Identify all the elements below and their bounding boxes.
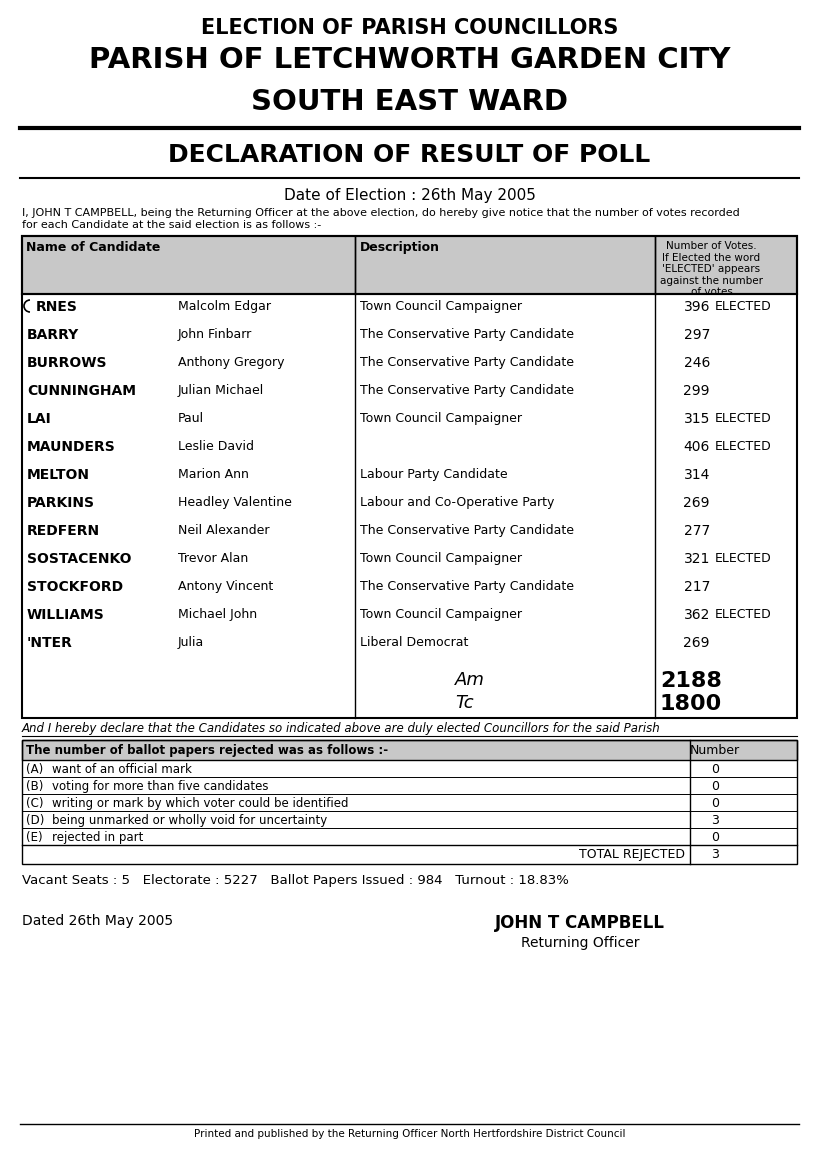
Text: PARKINS: PARKINS [27, 496, 95, 510]
Text: Michael John: Michael John [178, 608, 257, 621]
Text: ELECTED: ELECTED [715, 440, 771, 453]
Text: Tc: Tc [455, 694, 473, 712]
Text: RNES: RNES [36, 301, 78, 314]
Text: 362: 362 [684, 608, 710, 622]
Text: writing or mark by which voter could be identified: writing or mark by which voter could be … [52, 796, 349, 810]
Text: (B): (B) [26, 780, 43, 793]
Text: BURROWS: BURROWS [27, 356, 107, 370]
Text: ELECTED: ELECTED [715, 301, 771, 313]
Text: 1800: 1800 [660, 694, 722, 714]
Bar [22, 236, 797, 294]
Text: And I hereby declare that the Candidates so indicated above are duly elected Cou: And I hereby declare that the Candidates… [22, 722, 661, 735]
Text: Returning Officer: Returning Officer [521, 936, 640, 950]
Text: Headley Valentine: Headley Valentine [178, 496, 292, 509]
Text: MAUNDERS: MAUNDERS [27, 440, 115, 454]
Text: Neil Alexander: Neil Alexander [178, 524, 269, 538]
Text: 314: 314 [684, 468, 710, 482]
Text: (C): (C) [26, 796, 43, 810]
Text: 269: 269 [684, 496, 710, 510]
Text: Town Council Campaigner: Town Council Campaigner [360, 608, 522, 621]
Text: Labour and Co-Operative Party: Labour and Co-Operative Party [360, 496, 554, 509]
Text: Labour Party Candidate: Labour Party Candidate [360, 468, 508, 481]
Text: Vacant Seats : 5   Electorate : 5227   Ballot Papers Issued : 984   Turnout : 18: Vacant Seats : 5 Electorate : 5227 Ballo… [22, 874, 569, 887]
Text: 269: 269 [684, 636, 710, 650]
Text: 0: 0 [711, 831, 719, 844]
Text: DECLARATION OF RESULT OF POLL: DECLARATION OF RESULT OF POLL [169, 143, 650, 166]
Text: John Finbarr: John Finbarr [178, 328, 252, 341]
Text: 277: 277 [684, 524, 710, 538]
Text: Printed and published by the Returning Officer North Hertfordshire District Coun: Printed and published by the Returning O… [194, 1129, 625, 1139]
Text: The Conservative Party Candidate: The Conservative Party Candidate [360, 580, 574, 593]
Text: Paul: Paul [178, 412, 204, 425]
Text: 406: 406 [684, 440, 710, 454]
Text: BARRY: BARRY [27, 328, 79, 342]
Text: Date of Election : 26th May 2005: Date of Election : 26th May 2005 [283, 188, 536, 203]
Text: I, JOHN T CAMPBELL, being the Returning Officer at the above election, do hereby: I, JOHN T CAMPBELL, being the Returning … [22, 208, 740, 218]
Text: 0: 0 [711, 796, 719, 810]
Text: Liberal Democrat: Liberal Democrat [360, 636, 468, 649]
Text: Antony Vincent: Antony Vincent [178, 580, 274, 593]
Text: Name of Candidate: Name of Candidate [26, 240, 161, 254]
Text: 297: 297 [684, 328, 710, 342]
Bar [22, 740, 797, 864]
Text: for each Candidate at the said election is as follows :-: for each Candidate at the said election … [22, 220, 321, 230]
Text: Town Council Campaigner: Town Council Campaigner [360, 301, 522, 313]
Text: STOCKFORD: STOCKFORD [27, 580, 123, 594]
Text: Am: Am [455, 670, 485, 689]
Text: 3: 3 [711, 814, 719, 827]
Text: ELECTED: ELECTED [715, 608, 771, 621]
Text: CUNNINGHAM: CUNNINGHAM [27, 384, 136, 398]
Text: voting for more than five candidates: voting for more than five candidates [52, 780, 269, 793]
Text: ELECTED: ELECTED [715, 553, 771, 565]
Text: Number of Votes.
If Elected the word
'ELECTED' appears
against the number
of vot: Number of Votes. If Elected the word 'EL… [660, 240, 763, 297]
Text: Trevor Alan: Trevor Alan [178, 553, 248, 565]
Text: 3: 3 [711, 849, 719, 861]
Text: 217: 217 [684, 580, 710, 594]
Text: The Conservative Party Candidate: The Conservative Party Candidate [360, 328, 574, 341]
Text: The Conservative Party Candidate: The Conservative Party Candidate [360, 524, 574, 538]
Text: (D): (D) [26, 814, 44, 827]
Text: LAI: LAI [27, 412, 52, 427]
Text: ELECTION OF PARISH COUNCILLORS: ELECTION OF PARISH COUNCILLORS [201, 18, 618, 38]
Text: 315: 315 [684, 412, 710, 427]
Text: 246: 246 [684, 356, 710, 370]
Text: JOHN T CAMPBELL: JOHN T CAMPBELL [495, 914, 665, 932]
Text: 0: 0 [711, 763, 719, 776]
Text: REDFERN: REDFERN [27, 524, 100, 538]
Text: Malcolm Edgar: Malcolm Edgar [178, 301, 271, 313]
Text: Description: Description [360, 240, 440, 254]
Text: WILLIAMS: WILLIAMS [27, 608, 105, 622]
Text: 'NTER: 'NTER [27, 636, 73, 650]
Text: 299: 299 [684, 384, 710, 398]
Text: SOSTACENKO: SOSTACENKO [27, 553, 132, 566]
Text: PARISH OF LETCHWORTH GARDEN CITY: PARISH OF LETCHWORTH GARDEN CITY [88, 46, 731, 74]
Text: 2188: 2188 [660, 670, 722, 691]
Text: Marion Ann: Marion Ann [178, 468, 249, 481]
Text: Number: Number [690, 744, 740, 757]
Text: (E): (E) [26, 831, 43, 844]
Text: ELECTED: ELECTED [715, 412, 771, 425]
Text: 321: 321 [684, 553, 710, 566]
Text: MELTON: MELTON [27, 468, 90, 482]
Text: 0: 0 [711, 780, 719, 793]
Text: The number of ballot papers rejected was as follows :-: The number of ballot papers rejected was… [26, 744, 388, 757]
Text: Town Council Campaigner: Town Council Campaigner [360, 412, 522, 425]
Text: Dated 26th May 2005: Dated 26th May 2005 [22, 914, 173, 928]
Text: want of an official mark: want of an official mark [52, 763, 192, 776]
Text: The Conservative Party Candidate: The Conservative Party Candidate [360, 356, 574, 369]
Text: being unmarked or wholly void for uncertainty: being unmarked or wholly void for uncert… [52, 814, 328, 827]
Text: TOTAL REJECTED: TOTAL REJECTED [579, 849, 685, 861]
Text: (A): (A) [26, 763, 43, 776]
Text: rejected in part: rejected in part [52, 831, 143, 844]
Text: The Conservative Party Candidate: The Conservative Party Candidate [360, 384, 574, 397]
Text: Julia: Julia [178, 636, 204, 649]
Text: 396: 396 [684, 301, 710, 314]
Text: SOUTH EAST WARD: SOUTH EAST WARD [251, 88, 568, 116]
Text: Julian Michael: Julian Michael [178, 384, 265, 397]
Bar [22, 740, 797, 759]
Text: Leslie David: Leslie David [178, 440, 254, 453]
Text: Town Council Campaigner: Town Council Campaigner [360, 553, 522, 565]
Bar [22, 236, 797, 718]
Text: Anthony Gregory: Anthony Gregory [178, 356, 284, 369]
